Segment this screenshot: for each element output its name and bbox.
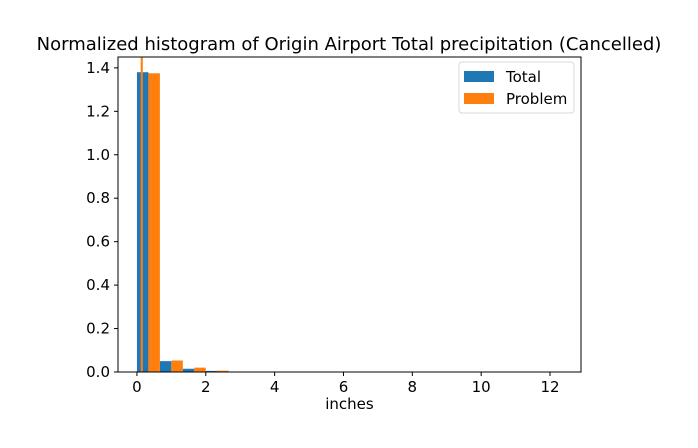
x-tick-label: 4: [270, 378, 280, 396]
x-tick-label: 12: [540, 378, 559, 396]
bar-total-3: [205, 370, 218, 372]
x-tick-label: 6: [339, 378, 349, 396]
bar-total-1: [159, 361, 172, 372]
x-axis-ticks: 0 2 4 6 8 10 12: [132, 372, 560, 396]
y-tick-label: 0.2: [86, 320, 110, 338]
plot-frame: [117, 56, 582, 373]
y-tick-label: 0.8: [86, 189, 110, 207]
bar-problem-3: [217, 370, 229, 372]
y-tick-label: 0.0: [86, 363, 110, 381]
y-tick-label: 1.0: [86, 146, 110, 164]
bar-total-2: [182, 368, 195, 372]
bars-group: [136, 57, 252, 373]
y-tick-label: 0.6: [86, 233, 110, 251]
y-tick-label: 1.4: [86, 59, 110, 77]
bar-problem-1: [171, 360, 183, 372]
bar-extra-0: [140, 57, 143, 372]
chart-title: Normalized histogram of Origin Airport T…: [37, 34, 662, 55]
y-axis-ticks: 0.0 0.2 0.4 0.6 0.8 1.0 1.2 1.4: [86, 59, 118, 381]
x-tick-label: 8: [408, 378, 418, 396]
x-tick-label: 10: [472, 378, 491, 396]
x-tick-label: 2: [201, 378, 211, 396]
legend: Total Problem: [458, 61, 575, 114]
x-tick-label: 0: [132, 378, 142, 396]
legend-label-problem: Problem: [506, 90, 567, 108]
x-axis-label: inches: [325, 395, 374, 413]
legend-swatch-problem: [464, 93, 494, 104]
bar-problem-0: [148, 73, 160, 373]
y-tick-label: 1.2: [86, 102, 110, 120]
legend-label-total: Total: [505, 68, 541, 86]
bar-problem-2: [194, 367, 206, 372]
y-tick-label: 0.4: [86, 276, 110, 294]
legend-swatch-total: [464, 71, 494, 82]
